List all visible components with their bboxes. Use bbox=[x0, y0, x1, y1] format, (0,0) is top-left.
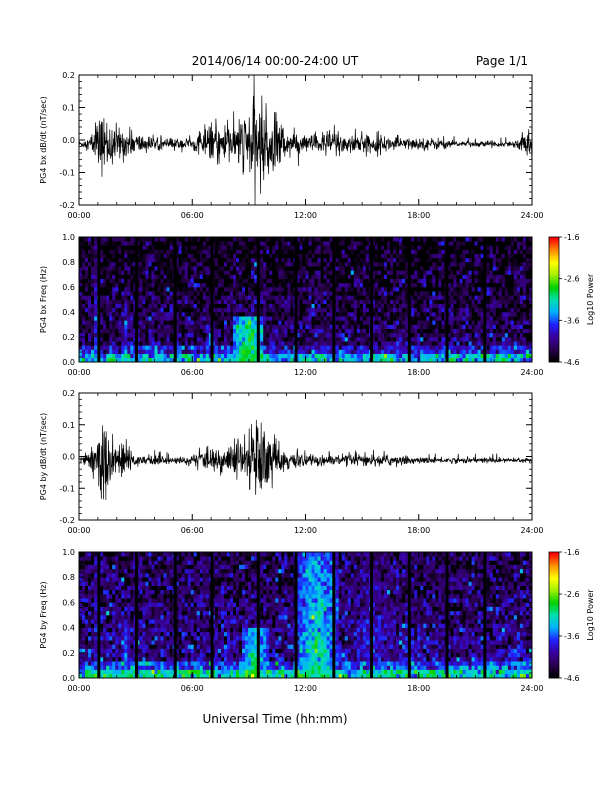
data-gap bbox=[483, 237, 487, 362]
x-tick-label: 06:00 bbox=[181, 368, 204, 377]
y-axis-label: PG4 by Freq (Hz) bbox=[39, 581, 48, 648]
x-tick-label: 18:00 bbox=[407, 368, 430, 377]
y-axis-label: PG4 bx Freq (Hz) bbox=[39, 266, 48, 333]
y-tick-label: 0.2 bbox=[62, 649, 75, 658]
data-gap bbox=[332, 237, 336, 362]
y-tick-label: 0.0 bbox=[62, 674, 75, 683]
y-tick-label: 1.0 bbox=[62, 233, 75, 242]
data-gap bbox=[294, 552, 298, 678]
x-tick-label: 12:00 bbox=[294, 684, 317, 693]
panels: 00:00 06:00 12:00 18:00 24:00 -0.2 -0.1 0.0 0.1 0… bbox=[39, 71, 595, 693]
y-tick-label: 0.2 bbox=[62, 71, 75, 80]
data-gap bbox=[210, 552, 214, 678]
y-tick-label: -0.2 bbox=[59, 201, 75, 210]
panel-3: 00:00 06:00 12:00 18:00 24:00 -0.2 -0.1 0.0 0.1 0… bbox=[39, 389, 544, 535]
y-axis-label: PG4 by dB/dt (nT/sec) bbox=[39, 413, 48, 500]
data-gap bbox=[332, 552, 336, 678]
y-tick-label: 0.2 bbox=[62, 333, 75, 342]
y-tick-label: 0.8 bbox=[62, 258, 75, 267]
y-tick-label: 0.6 bbox=[62, 598, 75, 607]
colorbar: -4.6 -3.6 -2.6 -1.6 Log10 Power bbox=[548, 548, 595, 683]
x-tick-label: 00:00 bbox=[67, 526, 90, 535]
y-tick-label: 0.2 bbox=[62, 389, 75, 398]
x-tick-label: 18:00 bbox=[407, 684, 430, 693]
x-tick-label: 06:00 bbox=[181, 684, 204, 693]
series-line bbox=[78, 74, 533, 206]
x-tick-label: 12:00 bbox=[294, 526, 317, 535]
colorbar-tick-label: -3.6 bbox=[564, 632, 580, 641]
data-gap bbox=[407, 552, 411, 678]
y-tick-label: -0.1 bbox=[59, 484, 75, 493]
x-tick-label: 24:00 bbox=[520, 526, 543, 535]
data-gap bbox=[445, 552, 449, 678]
data-gap bbox=[445, 237, 449, 362]
y-tick-label: 0.0 bbox=[62, 358, 75, 367]
x-tick-label: 00:00 bbox=[67, 684, 90, 693]
data-gap bbox=[210, 237, 214, 362]
data-gap bbox=[370, 237, 374, 362]
plot-frame bbox=[78, 392, 533, 521]
colorbar-tick-label: -3.6 bbox=[564, 316, 580, 325]
y-tick-label: -0.1 bbox=[59, 169, 75, 178]
colorbar-tick-label: -4.6 bbox=[564, 674, 580, 683]
y-tick-label: 0.1 bbox=[62, 104, 75, 113]
y-tick-label: 0.0 bbox=[62, 136, 75, 145]
y-axis-label: PG4 bx dB/dt (nT/sec) bbox=[39, 96, 48, 183]
heatmap-cells bbox=[79, 552, 533, 679]
heatmap-cells bbox=[79, 237, 533, 363]
y-tick-label: 0.0 bbox=[62, 453, 75, 462]
x-tick-label: 24:00 bbox=[520, 368, 543, 377]
x-tick-label: 12:00 bbox=[294, 368, 317, 377]
x-tick-label: 24:00 bbox=[520, 684, 543, 693]
data-gap bbox=[97, 237, 101, 362]
data-gap bbox=[256, 237, 260, 362]
data-gap bbox=[407, 237, 411, 362]
panel-4: -4.6 -3.6 -2.6 -1.6 Log10 Power 00:00 06:00 12:… bbox=[39, 548, 595, 693]
x-tick-label: 12:00 bbox=[294, 211, 317, 220]
plot-frame bbox=[78, 551, 533, 679]
x-axis-label: Universal Time (hh:mm) bbox=[202, 712, 347, 726]
data-gap bbox=[173, 552, 177, 678]
colorbar-label: Log10 Power bbox=[586, 589, 595, 641]
y-tick-label: 0.8 bbox=[62, 573, 75, 582]
x-tick-label: 06:00 bbox=[181, 211, 204, 220]
data-gap bbox=[173, 237, 177, 362]
x-tick-label: 06:00 bbox=[181, 526, 204, 535]
colorbar-label: Log10 Power bbox=[586, 273, 595, 325]
y-tick-label: -0.2 bbox=[59, 516, 75, 525]
y-tick-label: 0.4 bbox=[62, 624, 75, 633]
x-tick-label: 18:00 bbox=[407, 211, 430, 220]
plot-frame bbox=[78, 74, 533, 206]
data-gap bbox=[256, 552, 260, 678]
y-tick-label: 0.6 bbox=[62, 283, 75, 292]
y-tick-label: 0.1 bbox=[62, 421, 75, 430]
y-tick-label: 0.4 bbox=[62, 308, 75, 317]
colorbar-tick-label: -2.6 bbox=[564, 590, 580, 599]
colorbar-tick-label: -4.6 bbox=[564, 358, 580, 367]
x-tick-label: 24:00 bbox=[520, 211, 543, 220]
plot-frame bbox=[78, 236, 533, 363]
data-gap bbox=[135, 552, 139, 678]
x-tick-label: 18:00 bbox=[407, 526, 430, 535]
panel-1: 00:00 06:00 12:00 18:00 24:00 -0.2 -0.1 0.0 0.1 0… bbox=[39, 71, 544, 220]
data-gap bbox=[370, 552, 374, 678]
data-gap bbox=[135, 237, 139, 362]
data-gap bbox=[97, 552, 101, 678]
x-tick-label: 00:00 bbox=[67, 368, 90, 377]
colorbar-tick-label: -2.6 bbox=[564, 275, 580, 284]
colorbar-tick-label: -1.6 bbox=[564, 548, 580, 557]
y-tick-label: 1.0 bbox=[62, 548, 75, 557]
x-tick-label: 00:00 bbox=[67, 211, 90, 220]
data-gap bbox=[294, 237, 298, 362]
series-line bbox=[78, 419, 533, 500]
page-number: Page 1/1 bbox=[476, 54, 528, 68]
page-title: 2014/06/14 00:00-24:00 UT bbox=[192, 54, 359, 68]
colorbar: -4.6 -3.6 -2.6 -1.6 Log10 Power bbox=[548, 233, 595, 367]
colorbar-tick-label: -1.6 bbox=[564, 233, 580, 242]
data-gap bbox=[483, 552, 487, 678]
panel-2: -4.6 -3.6 -2.6 -1.6 Log10 Power 00:00 06:00 12:… bbox=[39, 233, 595, 377]
